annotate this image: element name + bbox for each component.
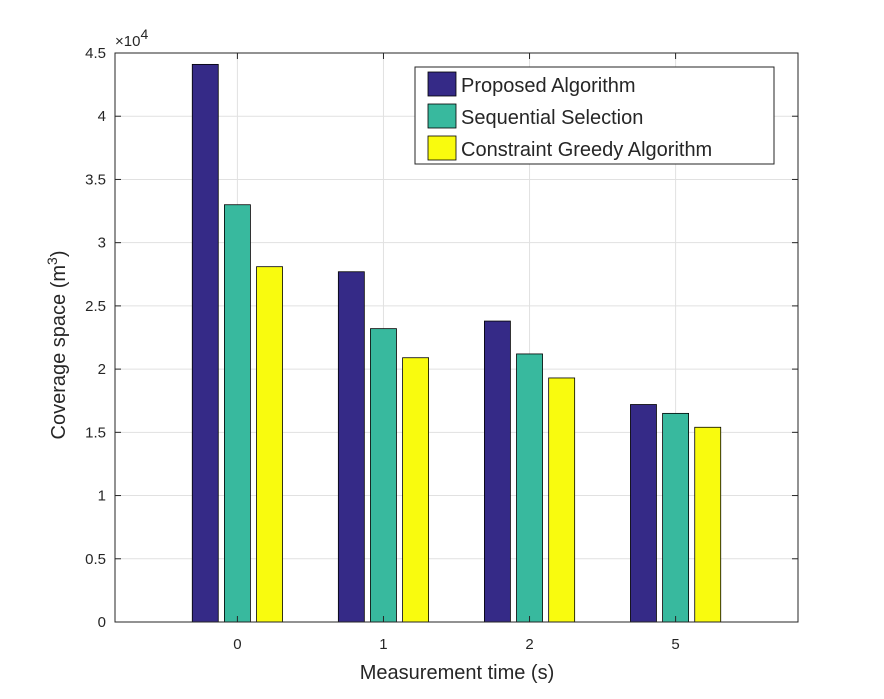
bar bbox=[483, 320, 511, 623]
bar bbox=[256, 266, 283, 623]
y-axis-label: Coverage space (m3) bbox=[44, 251, 70, 440]
y-axis-label-superscript: 3 bbox=[44, 257, 60, 265]
y-tick-label: 3.5 bbox=[85, 171, 106, 188]
legend-label: Constraint Greedy Algorithm bbox=[461, 139, 712, 161]
y-tick-label: 0 bbox=[98, 614, 106, 631]
bar bbox=[402, 357, 430, 623]
legend-box bbox=[414, 66, 775, 165]
legend-label: Sequential Selection bbox=[461, 107, 643, 129]
y-tick-label: 1 bbox=[98, 488, 106, 505]
y-axis-ticks: 0 0.5 1 1.5 2 2.5 3 3.5 4 4.5 bbox=[85, 45, 798, 631]
bar bbox=[694, 426, 722, 623]
bar bbox=[370, 328, 397, 623]
bars bbox=[191, 63, 722, 623]
bar bbox=[191, 63, 219, 623]
bar bbox=[662, 412, 689, 623]
x-tick-label: 5 bbox=[671, 636, 679, 653]
plot-frame bbox=[114, 52, 799, 623]
bar bbox=[337, 271, 365, 623]
legend-entries: Proposed Algorithm Sequential Selection Co… bbox=[427, 71, 712, 161]
legend-swatch bbox=[427, 135, 457, 161]
y-axis-label-close: ) bbox=[48, 251, 70, 258]
y-axis-label-main: Coverage space (m bbox=[48, 265, 70, 440]
y-tick-label: 1.5 bbox=[85, 424, 106, 441]
legend-swatch bbox=[427, 103, 457, 129]
y-axis-exponent: ×104 bbox=[115, 26, 148, 50]
bar bbox=[630, 404, 657, 623]
y-tick-label: 2 bbox=[98, 361, 106, 378]
y-tick-label: 4.5 bbox=[85, 45, 106, 62]
legend-label: Proposed Algorithm bbox=[461, 75, 636, 97]
y-tick-label: 2.5 bbox=[85, 298, 106, 315]
x-tick-label: 0 bbox=[233, 636, 241, 653]
x-axis-label: Measurement time (s) bbox=[360, 662, 555, 684]
bar bbox=[516, 353, 543, 623]
y-tick-label: 0.5 bbox=[85, 551, 106, 568]
bar bbox=[548, 377, 576, 623]
legend: Proposed Algorithm Sequential Selection Co… bbox=[414, 66, 775, 165]
exponent-power: 4 bbox=[140, 26, 148, 42]
y-tick-label: 3 bbox=[98, 235, 106, 252]
legend-swatch bbox=[427, 71, 457, 97]
y-tick-label: 4 bbox=[98, 108, 106, 125]
bar bbox=[224, 204, 251, 623]
x-axis-ticks: 0 1 2 5 bbox=[233, 53, 680, 653]
x-tick-label: 1 bbox=[379, 636, 387, 653]
exponent-base: ×10 bbox=[115, 33, 140, 50]
x-tick-label: 2 bbox=[525, 636, 533, 653]
